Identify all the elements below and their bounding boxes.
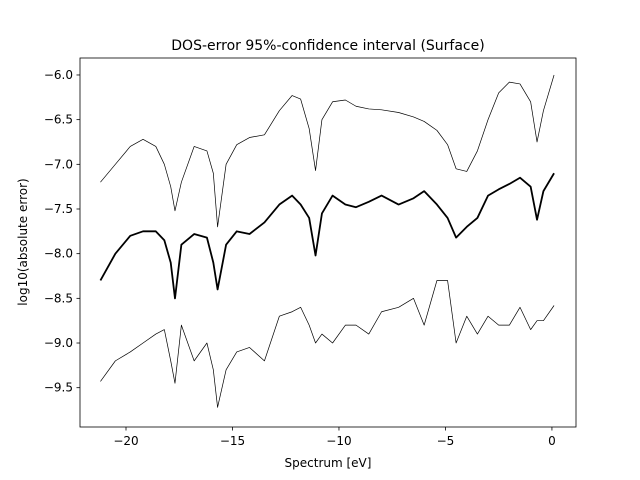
x-tick-label: −15 <box>220 434 245 448</box>
chart-title: DOS-error 95%-confidence interval (Surfa… <box>171 38 484 54</box>
y-tick-label: −8.5 <box>44 291 73 305</box>
plot-frame <box>79 57 577 428</box>
x-tick-label: −10 <box>326 434 351 448</box>
y-tick-label: −6.5 <box>44 113 73 127</box>
y-tick-label: −7.5 <box>44 202 73 216</box>
y-tick-label: −9.0 <box>44 336 73 350</box>
x-tick-label: 0 <box>548 434 556 448</box>
data-line <box>100 74 555 228</box>
data-line <box>100 280 555 408</box>
x-tick-label: −20 <box>113 434 138 448</box>
data-line <box>99 172 555 300</box>
y-tick-label: −6.0 <box>44 68 73 82</box>
y-axis-label: log10(absolute error) <box>16 178 30 305</box>
y-tick-label: −9.5 <box>44 381 73 395</box>
x-tick-label: −5 <box>437 434 455 448</box>
x-axis-label: Spectrum [eV] <box>285 456 372 470</box>
y-tick-label: −7.0 <box>44 157 73 171</box>
y-tick-label: −8.0 <box>44 247 73 261</box>
